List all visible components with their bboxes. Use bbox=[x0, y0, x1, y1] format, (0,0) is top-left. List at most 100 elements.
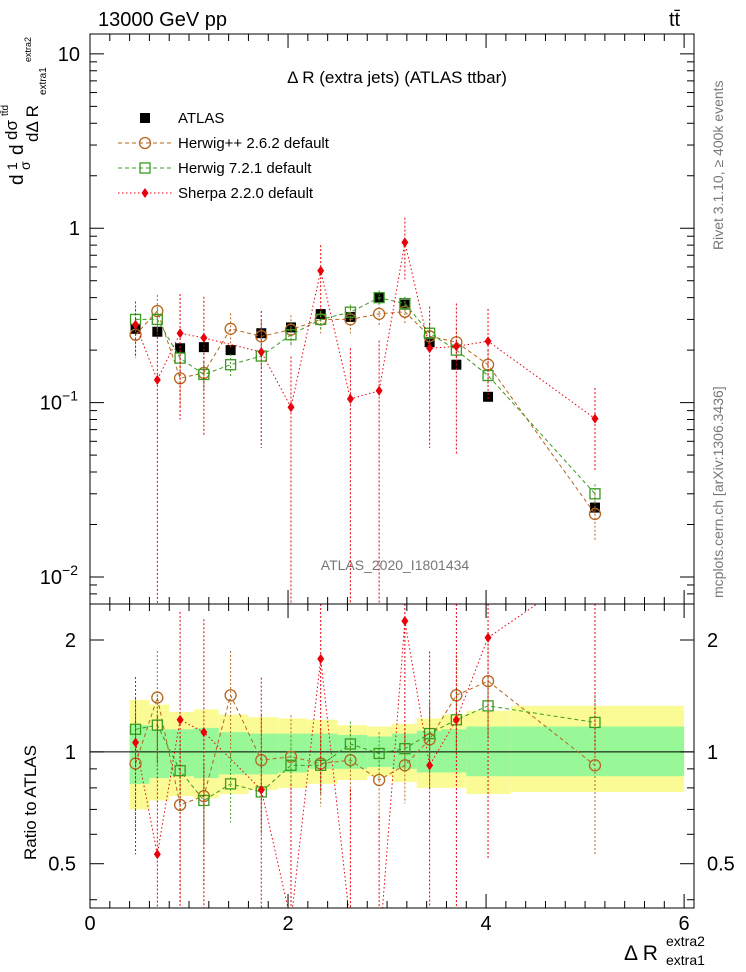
legend: ATLAS Herwig++ 2.6.2 default Herwig 7.2.1 … bbox=[118, 110, 330, 202]
svg-text:d: d bbox=[7, 174, 28, 185]
data-point bbox=[225, 345, 236, 356]
x-axis-title: Δ R extra2 extra1 bbox=[624, 933, 705, 968]
y-axis-main-title: d 1 σ d dσ tt̄d dΔ R extra1 extra2 bbox=[0, 37, 49, 185]
svg-text:extra1: extra1 bbox=[38, 67, 49, 95]
uncertainty-band-inner bbox=[248, 733, 279, 775]
data-point bbox=[287, 402, 295, 413]
ratio-point bbox=[224, 689, 237, 702]
ratio-point bbox=[153, 849, 161, 860]
data-point bbox=[255, 330, 268, 343]
y-tick-label: 10−2 bbox=[40, 562, 78, 589]
ratio-point bbox=[372, 773, 386, 787]
x-tick-label: 4 bbox=[481, 913, 492, 935]
ratio-point bbox=[399, 743, 411, 755]
ratio-point bbox=[426, 760, 434, 771]
data-point bbox=[373, 291, 385, 304]
legend-label-herwig7: Herwig 7.2.1 default bbox=[178, 160, 312, 177]
ratio-point bbox=[257, 784, 265, 795]
process-label: tt̄ bbox=[669, 9, 681, 31]
data-point bbox=[153, 374, 161, 385]
data-point bbox=[591, 413, 599, 424]
svg-text:extra1: extra1 bbox=[666, 952, 705, 968]
axes-frame: 10−2 10−1 1 10 0.5 0.5 1 1 2 2 0 2 4 6 bbox=[40, 33, 735, 935]
x-tick-label: 0 bbox=[84, 913, 95, 935]
uncertainty-band-inner bbox=[441, 729, 467, 773]
series-line-3 bbox=[135, 242, 596, 419]
svg-text:1: 1 bbox=[4, 162, 20, 170]
uncertainty-band-inner bbox=[278, 733, 308, 773]
ratio-point bbox=[452, 714, 460, 725]
ratio-point bbox=[176, 714, 184, 725]
ratio-point bbox=[373, 747, 385, 760]
ratio-line-2 bbox=[135, 705, 596, 802]
data-point bbox=[346, 393, 354, 404]
y-tick-label: 10 bbox=[58, 44, 80, 66]
ratio-point bbox=[284, 750, 298, 763]
x-tick-label: 2 bbox=[282, 913, 293, 935]
data-point bbox=[317, 265, 325, 276]
data-point bbox=[483, 391, 494, 402]
legend-label-sherpa: Sherpa 2.2.0 default bbox=[178, 185, 314, 202]
ratio-tick-label-left: 1 bbox=[65, 742, 76, 764]
main-panel bbox=[129, 217, 602, 604]
ratio-point bbox=[132, 737, 140, 748]
legend-marker-atlas bbox=[140, 113, 150, 123]
data-point bbox=[589, 488, 601, 500]
ratio-point bbox=[151, 691, 164, 704]
energy-label: 13000 GeV pp bbox=[98, 9, 227, 31]
legend-marker-sherpa bbox=[141, 188, 149, 198]
uncertainty-band-inner bbox=[193, 727, 219, 779]
rivet-label: Rivet 3.1.10, ≥ 400k events bbox=[710, 80, 726, 250]
data-point bbox=[151, 304, 164, 318]
x-tick-label: 6 bbox=[679, 913, 690, 935]
ratio-point bbox=[398, 759, 412, 772]
ratio-point bbox=[484, 632, 492, 643]
svg-text:tt̄d: tt̄d bbox=[0, 105, 11, 116]
data-point bbox=[315, 313, 327, 326]
legend-marker-herwigpp bbox=[138, 136, 152, 150]
ratio-point bbox=[588, 759, 602, 772]
svg-text:d: d bbox=[7, 144, 28, 155]
ratio-point bbox=[344, 738, 357, 750]
ratio-point bbox=[401, 616, 409, 627]
ratio-tick-label-right: 2 bbox=[707, 630, 718, 652]
svg-text:Δ R: Δ R bbox=[624, 942, 658, 965]
data-point bbox=[372, 307, 386, 320]
legend-label-herwigpp: Herwig++ 2.6.2 default bbox=[178, 135, 330, 152]
ratio-point bbox=[200, 727, 208, 738]
ratio-panel bbox=[90, 604, 694, 908]
series-line-2 bbox=[135, 297, 596, 495]
uncertainty-band-inner bbox=[169, 729, 194, 777]
data-point bbox=[224, 359, 237, 371]
data-point bbox=[452, 341, 460, 352]
y-tick-label: 1 bbox=[69, 218, 80, 240]
ratio-tick-label-right: 0.5 bbox=[707, 854, 735, 876]
uncertainty-band-inner bbox=[218, 732, 249, 775]
svg-text:extra2: extra2 bbox=[666, 933, 705, 949]
data-point bbox=[344, 306, 357, 318]
data-point bbox=[426, 343, 434, 354]
data-point bbox=[588, 507, 602, 521]
data-point bbox=[151, 313, 163, 326]
data-point bbox=[198, 342, 209, 353]
ratio-tick-label-left: 2 bbox=[65, 630, 76, 652]
svg-text:extra2: extra2 bbox=[23, 37, 33, 62]
svg-text:dσ: dσ bbox=[2, 120, 21, 140]
legend-label-atlas: ATLAS bbox=[178, 110, 224, 127]
legend-marker-herwig7 bbox=[139, 162, 151, 174]
data-point bbox=[257, 347, 265, 358]
y-tick-label: 10−1 bbox=[40, 388, 78, 415]
y-axis-ratio-title: Ratio to ATLAS bbox=[21, 745, 40, 860]
mcplots-label: mcplots.cern.ch [arXiv:1306.3436] bbox=[710, 386, 726, 598]
uncertainty-band-inner bbox=[149, 729, 170, 779]
data-point bbox=[484, 336, 492, 347]
analysis-watermark: ATLAS_2020_I1801434 bbox=[321, 557, 470, 573]
data-point bbox=[132, 319, 140, 330]
ratio-point bbox=[317, 653, 325, 664]
ratio-tick-label-right: 1 bbox=[707, 742, 718, 764]
data-point bbox=[399, 297, 411, 310]
data-point bbox=[224, 322, 237, 335]
data-point bbox=[200, 332, 208, 343]
data-point bbox=[401, 237, 409, 248]
